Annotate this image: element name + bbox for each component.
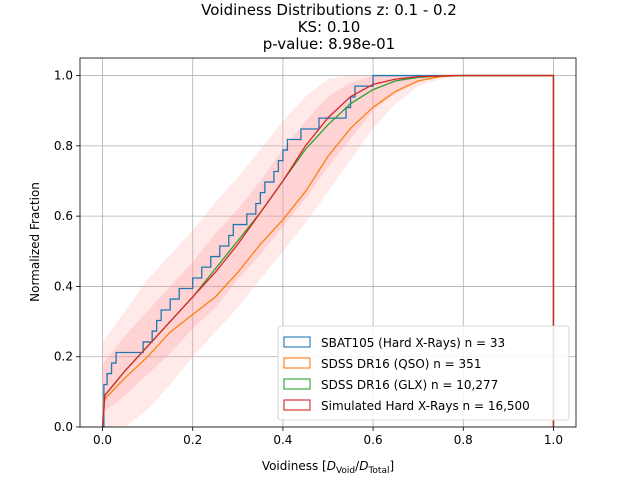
confidence-band (102, 75, 464, 428)
y-tick-label-5: 1.0 (54, 69, 73, 83)
legend: SBAT105 (Hard X-Rays) n = 33 SDSS DR16 (Q… (277, 325, 570, 421)
x-axis-label: Voidiness [DVoid/DTotal] (262, 459, 394, 476)
x-tick-label-5: 1.0 (544, 433, 563, 447)
chart-title: Voidiness Distributions z: 0.1 - 0.2 KS:… (201, 1, 457, 53)
title-line-1: Voidiness Distributions z: 0.1 - 0.2 (201, 1, 457, 19)
legend-swatch-1 (283, 357, 311, 369)
legend-label-3: Simulated Hard X-Rays n = 16,500 (321, 399, 530, 413)
series-line-1 (101, 74, 555, 428)
y-tick-label-4: 0.8 (54, 139, 73, 153)
series-lines (101, 74, 555, 428)
y-tick-label-2: 0.4 (54, 279, 73, 293)
title-line-2: KS: 0.10 (298, 18, 361, 36)
title-line-3: p-value: 8.98e-01 (263, 35, 395, 53)
x-tick-label-2: 0.4 (273, 433, 292, 447)
legend-swatch-3 (283, 399, 311, 411)
y-tick-label-1: 0.2 (54, 350, 73, 364)
legend-swatch-0 (283, 336, 311, 348)
series-line-0 (102, 74, 555, 428)
legend-items: SBAT105 (Hard X-Rays) n = 33 SDSS DR16 (Q… (283, 336, 530, 413)
legend-swatch-2 (283, 378, 311, 390)
band-inner (102, 75, 464, 413)
axis-ticks: 0.0 0.2 0.4 0.6 0.8 1.0 0.0 0.2 0.4 0.6 0.8 1.0 (54, 69, 563, 447)
y-tick-label-0: 0.0 (54, 420, 73, 434)
series-line-3 (101, 74, 555, 428)
legend-label-2: SDSS DR16 (GLX) n = 10,277 (321, 378, 498, 392)
x-tick-label-0: 0.0 (93, 433, 112, 447)
x-tick-label-4: 0.8 (454, 433, 473, 447)
legend-box (277, 325, 570, 421)
legend-label-1: SDSS DR16 (QSO) n = 351 (321, 357, 481, 371)
y-tick-label-3: 0.6 (54, 209, 73, 223)
x-tick-label-3: 0.6 (364, 433, 383, 447)
legend-label-0: SBAT105 (Hard X-Rays) n = 33 (321, 336, 505, 350)
x-tick-label-1: 0.2 (183, 433, 202, 447)
axes-frame (79, 57, 577, 428)
y-axis-label: Normalized Fraction (28, 182, 42, 302)
band-outer (102, 75, 464, 428)
